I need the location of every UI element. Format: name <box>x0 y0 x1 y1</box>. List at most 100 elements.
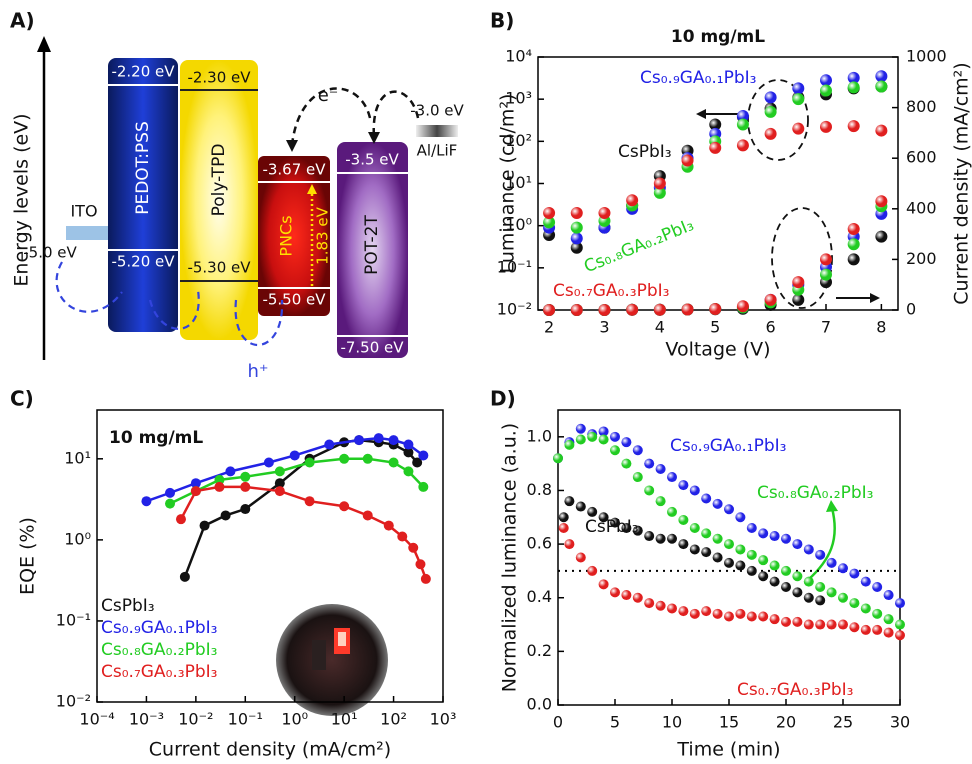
data-point <box>225 466 235 476</box>
data-point <box>587 566 597 576</box>
data-point <box>724 558 734 568</box>
data-point <box>587 507 597 517</box>
y-tick-label: 0.2 <box>527 641 552 660</box>
data-point <box>610 445 620 455</box>
arrow-head <box>696 109 706 119</box>
data-point <box>598 304 610 316</box>
data-point <box>770 577 780 587</box>
arrow-head <box>870 293 880 303</box>
data-point <box>644 598 654 608</box>
x-tick-label: 10¹ <box>331 710 358 729</box>
x-tick-label: 30 <box>890 713 910 732</box>
al-layer <box>416 125 458 137</box>
data-point <box>781 566 791 576</box>
data-point <box>737 300 749 312</box>
data-point <box>884 614 894 624</box>
series-label: Cs₀.₉GA₀.₁PbI₃ <box>670 436 786 456</box>
x-axis-label: Voltage (V) <box>665 339 770 361</box>
data-point <box>678 515 688 525</box>
data-point <box>747 566 757 576</box>
data-point <box>848 253 860 265</box>
panel-label: C) <box>10 387 34 411</box>
data-point <box>571 207 583 219</box>
data-point <box>895 620 905 630</box>
data-point <box>895 598 905 608</box>
data-point <box>875 195 887 207</box>
data-point <box>849 569 859 579</box>
series-label: CsPbI₃ <box>585 517 639 537</box>
data-point <box>827 587 837 597</box>
y-tick-label: 0.6 <box>527 534 552 553</box>
y-tick-label: 0.4 <box>527 587 552 606</box>
series-label: Cs₀.₈GA₀.₂PbI₃ <box>757 483 873 503</box>
data-point <box>667 534 677 544</box>
data-point <box>621 459 631 469</box>
data-point <box>621 590 631 600</box>
device-photo <box>276 604 388 716</box>
data-point <box>141 496 151 506</box>
x-tick-label: 10⁻⁴ <box>79 710 114 729</box>
x-tick-label: 15 <box>719 713 739 732</box>
y2-tick-label: 800 <box>906 97 937 116</box>
data-point <box>626 304 638 316</box>
y2-tick-label: 600 <box>906 148 937 167</box>
data-point <box>820 74 832 86</box>
data-point <box>678 606 688 616</box>
data-point <box>240 472 250 482</box>
data-point <box>690 544 700 554</box>
data-point <box>656 601 666 611</box>
data-point <box>421 574 431 584</box>
data-point <box>587 432 597 442</box>
level-label: -5.20 eV <box>111 253 175 271</box>
data-point <box>758 571 768 581</box>
data-point <box>792 82 804 94</box>
data-point <box>397 532 407 542</box>
data-point <box>770 531 780 541</box>
device-pixel <box>312 640 326 670</box>
data-point <box>644 531 654 541</box>
data-point <box>633 445 643 455</box>
data-point <box>644 459 654 469</box>
data-point <box>815 550 825 560</box>
data-point <box>324 440 334 450</box>
y-axis-label: Normalized luminance (a.u.) <box>499 423 521 692</box>
chart-title: 10 mg/mL <box>671 27 765 47</box>
level-label: -5.0 eV <box>23 244 77 262</box>
data-point <box>626 194 638 206</box>
data-point <box>180 572 190 582</box>
data-point <box>678 480 688 490</box>
device-glow <box>338 632 346 646</box>
x-tick-label: 10⁻² <box>178 710 213 729</box>
data-point <box>384 521 394 531</box>
data-point <box>214 482 224 492</box>
y-tick-label: 10⁰ <box>505 215 532 234</box>
legend-entry: Cs₀.₇GA₀.₃PbI₃ <box>101 662 217 682</box>
electron-label: e⁻ <box>318 85 339 106</box>
data-point <box>895 630 905 640</box>
data-point <box>724 504 734 514</box>
data-point <box>737 119 749 131</box>
data-point <box>737 139 749 151</box>
data-point <box>701 606 711 616</box>
data-point <box>709 303 721 315</box>
data-point <box>701 528 711 538</box>
data-point <box>543 207 555 219</box>
data-point <box>656 464 666 474</box>
data-point <box>820 253 832 265</box>
axis-arrow <box>37 36 51 52</box>
x-tick-label: 25 <box>833 713 853 732</box>
data-point <box>559 512 569 522</box>
data-point <box>240 482 250 492</box>
y-tick-label: 10⁻² <box>56 692 91 711</box>
data-point <box>758 528 768 538</box>
data-point <box>240 504 250 514</box>
data-point <box>275 486 285 496</box>
data-point <box>418 482 428 492</box>
x-tick-label: 20 <box>776 713 796 732</box>
data-point <box>770 561 780 571</box>
data-point <box>656 534 666 544</box>
x-tick-label: 8 <box>876 318 886 337</box>
y-tick-label: 10⁻¹ <box>56 610 91 629</box>
level-label: -3.67 eV <box>262 161 326 179</box>
data-point <box>682 155 694 167</box>
